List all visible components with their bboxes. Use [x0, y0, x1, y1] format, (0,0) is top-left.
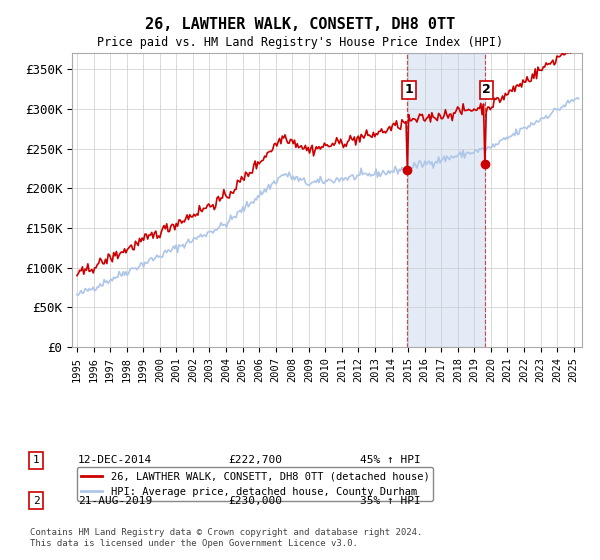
Text: 26, LAWTHER WALK, CONSETT, DH8 0TT: 26, LAWTHER WALK, CONSETT, DH8 0TT [145, 17, 455, 32]
Text: 1: 1 [404, 83, 413, 96]
Bar [407, 53, 485, 347]
Text: 21-AUG-2019: 21-AUG-2019 [78, 496, 152, 506]
Text: £222,700: £222,700 [228, 455, 282, 465]
Text: 35% ↑ HPI: 35% ↑ HPI [360, 496, 421, 506]
Text: 2: 2 [32, 496, 40, 506]
Legend: 26, LAWTHER WALK, CONSETT, DH8 0TT (detached house), HPI: Average price, detache: 26, LAWTHER WALK, CONSETT, DH8 0TT (deta… [77, 467, 433, 501]
Text: 2: 2 [482, 83, 491, 96]
Text: Price paid vs. HM Land Registry's House Price Index (HPI): Price paid vs. HM Land Registry's House … [97, 36, 503, 49]
Text: 1: 1 [32, 455, 40, 465]
Text: 45% ↑ HPI: 45% ↑ HPI [360, 455, 421, 465]
Text: 12-DEC-2014: 12-DEC-2014 [78, 455, 152, 465]
Text: £230,000: £230,000 [228, 496, 282, 506]
Text: Contains HM Land Registry data © Crown copyright and database right 2024.
This d: Contains HM Land Registry data © Crown c… [30, 528, 422, 548]
